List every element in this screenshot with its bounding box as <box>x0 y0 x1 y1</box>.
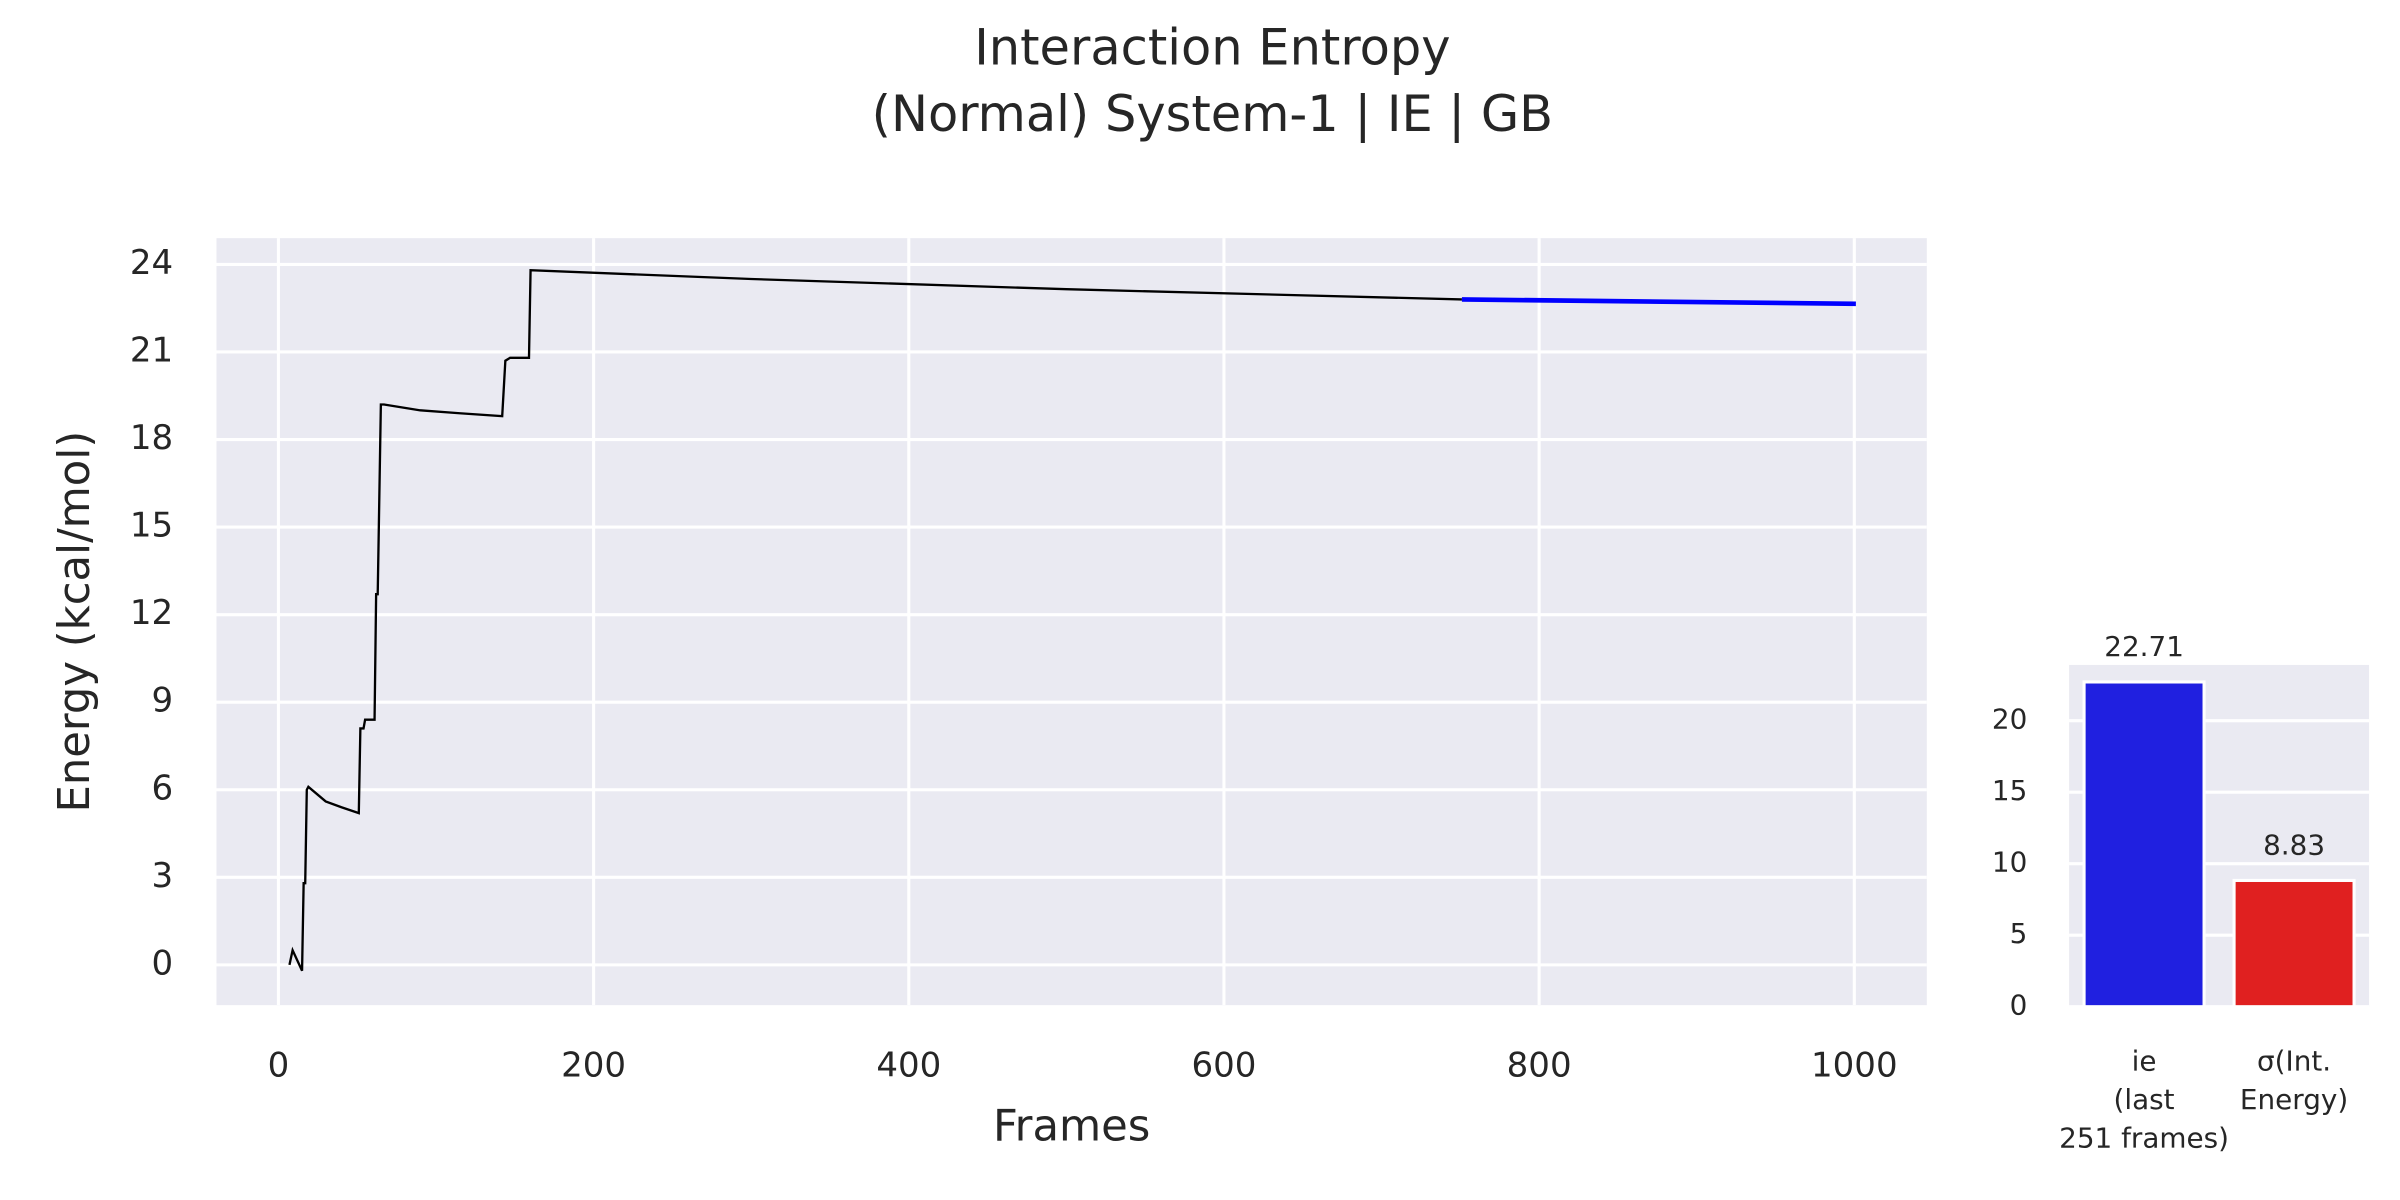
y-tick-label: 12 <box>130 593 173 633</box>
y-tick-label: 15 <box>130 506 173 546</box>
x-tick-label: 200 <box>561 1046 626 1086</box>
x-tick-label: 800 <box>1507 1046 1572 1086</box>
bar <box>2232 878 2356 1009</box>
figure-subtitle: (Normal) System-1 | IE | GB <box>872 85 1553 143</box>
y-tick-label: 5 <box>2010 917 2028 950</box>
x-tick-label: σ(Int. <box>2257 1044 2331 1077</box>
x-tick-label: Energy) <box>2240 1083 2348 1116</box>
figure-title: Interaction Entropy <box>974 19 1450 77</box>
y-tick-label: 3 <box>152 856 174 896</box>
bar-value-label: 22.71 <box>2104 630 2184 663</box>
y-tick-label: 24 <box>130 243 173 283</box>
y-tick-label: 20 <box>1992 703 2027 736</box>
y-tick-label: 10 <box>1992 846 2027 879</box>
bar <box>2082 680 2206 1009</box>
x-tick-label: ie <box>2132 1044 2157 1077</box>
x-tick-label: 0 <box>268 1046 290 1086</box>
y-tick-label: 0 <box>2010 989 2028 1022</box>
y-tick-label: 15 <box>1992 774 2027 807</box>
x-tick-label: 400 <box>876 1046 941 1086</box>
y-axis-label: Energy (kcal/mol) <box>50 431 100 813</box>
y-tick-label: 18 <box>130 418 173 458</box>
x-tick-label: 251 frames) <box>2059 1122 2229 1155</box>
bar-value-label: 8.83 <box>2263 828 2325 861</box>
line-series <box>1461 297 1856 307</box>
x-tick-label: 1000 <box>1811 1046 1898 1086</box>
x-tick-label: 600 <box>1191 1046 1256 1086</box>
y-tick-label: 0 <box>152 943 174 983</box>
line-series <box>288 269 1462 972</box>
y-tick-label: 21 <box>130 330 173 370</box>
y-tick-label: 9 <box>152 681 174 721</box>
y-tick-label: 6 <box>152 768 174 808</box>
x-tick-label: (last <box>2114 1083 2175 1116</box>
x-axis-label: Frames <box>993 1101 1150 1151</box>
